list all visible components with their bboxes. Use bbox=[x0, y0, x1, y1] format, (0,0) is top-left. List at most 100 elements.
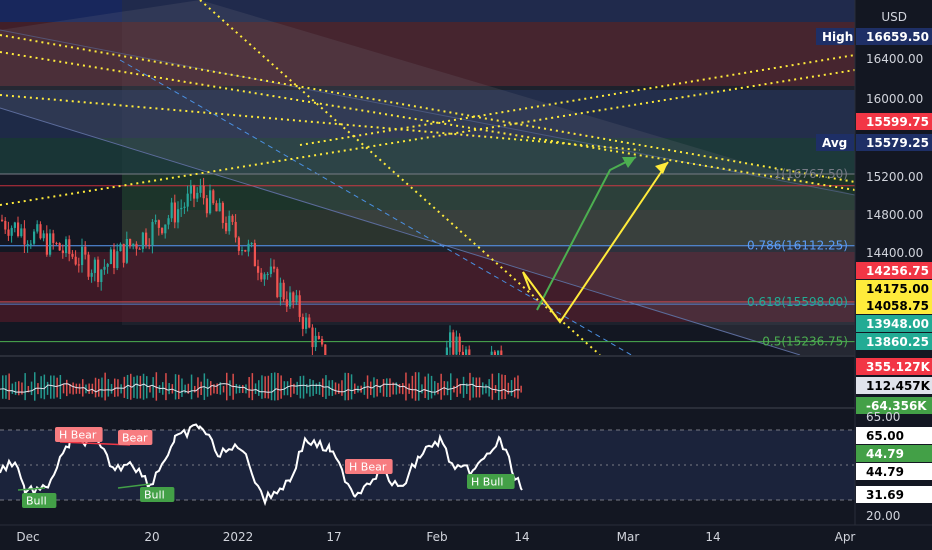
price-tag-value: 14175.00 bbox=[866, 282, 929, 296]
time-tick: 2022 bbox=[223, 530, 254, 544]
candle-body bbox=[20, 228, 23, 237]
volume-bar bbox=[40, 376, 42, 399]
volume-bar bbox=[331, 380, 334, 396]
volume-bar bbox=[421, 384, 423, 394]
time-tick: Dec bbox=[16, 530, 39, 544]
candle-body bbox=[250, 243, 253, 245]
volume-bar bbox=[469, 372, 471, 401]
candle-body bbox=[244, 249, 247, 252]
candle-body bbox=[285, 299, 288, 307]
candle-body bbox=[170, 202, 173, 219]
fib-level-label: 0.618(15598.00) bbox=[747, 295, 848, 309]
candle-body bbox=[109, 249, 112, 265]
candle-body bbox=[311, 327, 314, 348]
volume-bar bbox=[270, 372, 273, 401]
zone-blue bbox=[0, 90, 855, 138]
rsi-tick: 20.00 bbox=[866, 509, 900, 523]
rsi-signal-box bbox=[140, 487, 175, 502]
volume-bar bbox=[152, 377, 154, 398]
rsi-pane[interactable]: H Bear Bear H Bear Bull Bull H Bull bbox=[0, 423, 855, 509]
candle-body bbox=[493, 351, 496, 355]
candle-body bbox=[17, 222, 20, 237]
volume-bar bbox=[462, 376, 465, 398]
candle-body bbox=[180, 207, 183, 210]
rsi-tag-value: 65.00 bbox=[866, 429, 904, 443]
yellow-trendlines bbox=[0, 0, 855, 355]
volume-bar bbox=[373, 377, 375, 398]
candle-body bbox=[106, 264, 109, 267]
candle-body bbox=[215, 203, 218, 212]
candle-body bbox=[241, 249, 244, 251]
fib-labels: 1(16767.50) 0.786(16112.25) 0.618(15598.00… bbox=[747, 167, 848, 349]
price-tick: 15200.00 bbox=[866, 170, 923, 184]
time-axis-bg[interactable] bbox=[0, 525, 932, 550]
candle-body bbox=[125, 238, 128, 263]
candle-body bbox=[439, 368, 441, 369]
volume-bar bbox=[405, 372, 407, 401]
price-ticks: 16400.00 16000.00 15200.00 14800.00 14400.00 bbox=[866, 52, 923, 260]
volume-bar bbox=[386, 378, 388, 397]
candle-body bbox=[234, 221, 237, 238]
candle-body bbox=[212, 190, 215, 204]
volume-bar bbox=[104, 372, 106, 401]
candle-body bbox=[29, 243, 32, 245]
candle-body bbox=[84, 246, 87, 255]
candle-body bbox=[497, 350, 500, 355]
volume-bar bbox=[290, 378, 292, 398]
volume-bar bbox=[437, 382, 439, 395]
time-tick: 14 bbox=[705, 530, 720, 544]
price-tick: 14400.00 bbox=[866, 246, 923, 260]
volume-bar bbox=[242, 385, 244, 393]
candle-body bbox=[276, 268, 279, 298]
candle-body bbox=[45, 233, 48, 255]
rsi-div-bull-1 bbox=[17, 487, 46, 491]
candle-body bbox=[39, 224, 42, 239]
volume-bar bbox=[453, 385, 455, 393]
volume-bar bbox=[446, 381, 449, 396]
candle-body bbox=[257, 266, 260, 273]
volume-bar bbox=[498, 373, 500, 401]
yellow-dotted-trendline bbox=[0, 69, 855, 206]
price-tag-value: 14256.75 bbox=[866, 264, 929, 278]
volume-bar bbox=[149, 385, 151, 393]
volume-bar bbox=[283, 381, 286, 396]
yellow-dotted-trendline bbox=[199, 0, 601, 355]
fib-level-label: 0.5(15236.75) bbox=[762, 335, 848, 349]
volume-pane[interactable]: 500K bbox=[0, 372, 896, 401]
candle-body bbox=[68, 239, 71, 254]
volume-bar bbox=[254, 383, 257, 394]
volume-bar bbox=[94, 377, 97, 398]
rsi-signal-box bbox=[55, 427, 103, 442]
candle-body bbox=[445, 347, 448, 355]
volume-bar bbox=[2, 375, 4, 399]
volume-bar bbox=[258, 380, 260, 396]
volume-bar bbox=[101, 377, 103, 398]
volume-tag-bg bbox=[856, 358, 932, 375]
volume-bar bbox=[200, 381, 202, 396]
candle-body bbox=[167, 218, 170, 225]
volume-bar bbox=[379, 385, 382, 393]
volume-bar bbox=[478, 377, 481, 398]
candle-body bbox=[122, 243, 125, 263]
candle-body bbox=[269, 266, 272, 274]
candle-body bbox=[225, 222, 228, 232]
candle-body bbox=[420, 414, 422, 423]
candle-body bbox=[449, 332, 452, 348]
volume-bar bbox=[110, 383, 113, 394]
candle-body bbox=[484, 363, 486, 366]
rsi-tag-value: 44.79 bbox=[866, 447, 904, 461]
yellow-arrow-tail bbox=[522, 271, 531, 291]
volume-bar bbox=[216, 383, 218, 394]
volume-tag-value: 112.457K bbox=[866, 379, 931, 393]
candle-body bbox=[324, 344, 327, 355]
volume-bar bbox=[46, 381, 49, 395]
price-tag-label-bg bbox=[816, 134, 854, 151]
price-pane[interactable]: 1(16767.50) 0.786(16112.25) 0.618(15598.00… bbox=[0, 0, 855, 516]
rsi-div-bear-1 bbox=[59, 441, 131, 446]
volume-bar bbox=[312, 380, 314, 396]
volume-tag-value: -64.356K bbox=[866, 399, 927, 413]
volume-bar bbox=[72, 382, 74, 395]
volume-bar bbox=[146, 376, 148, 399]
